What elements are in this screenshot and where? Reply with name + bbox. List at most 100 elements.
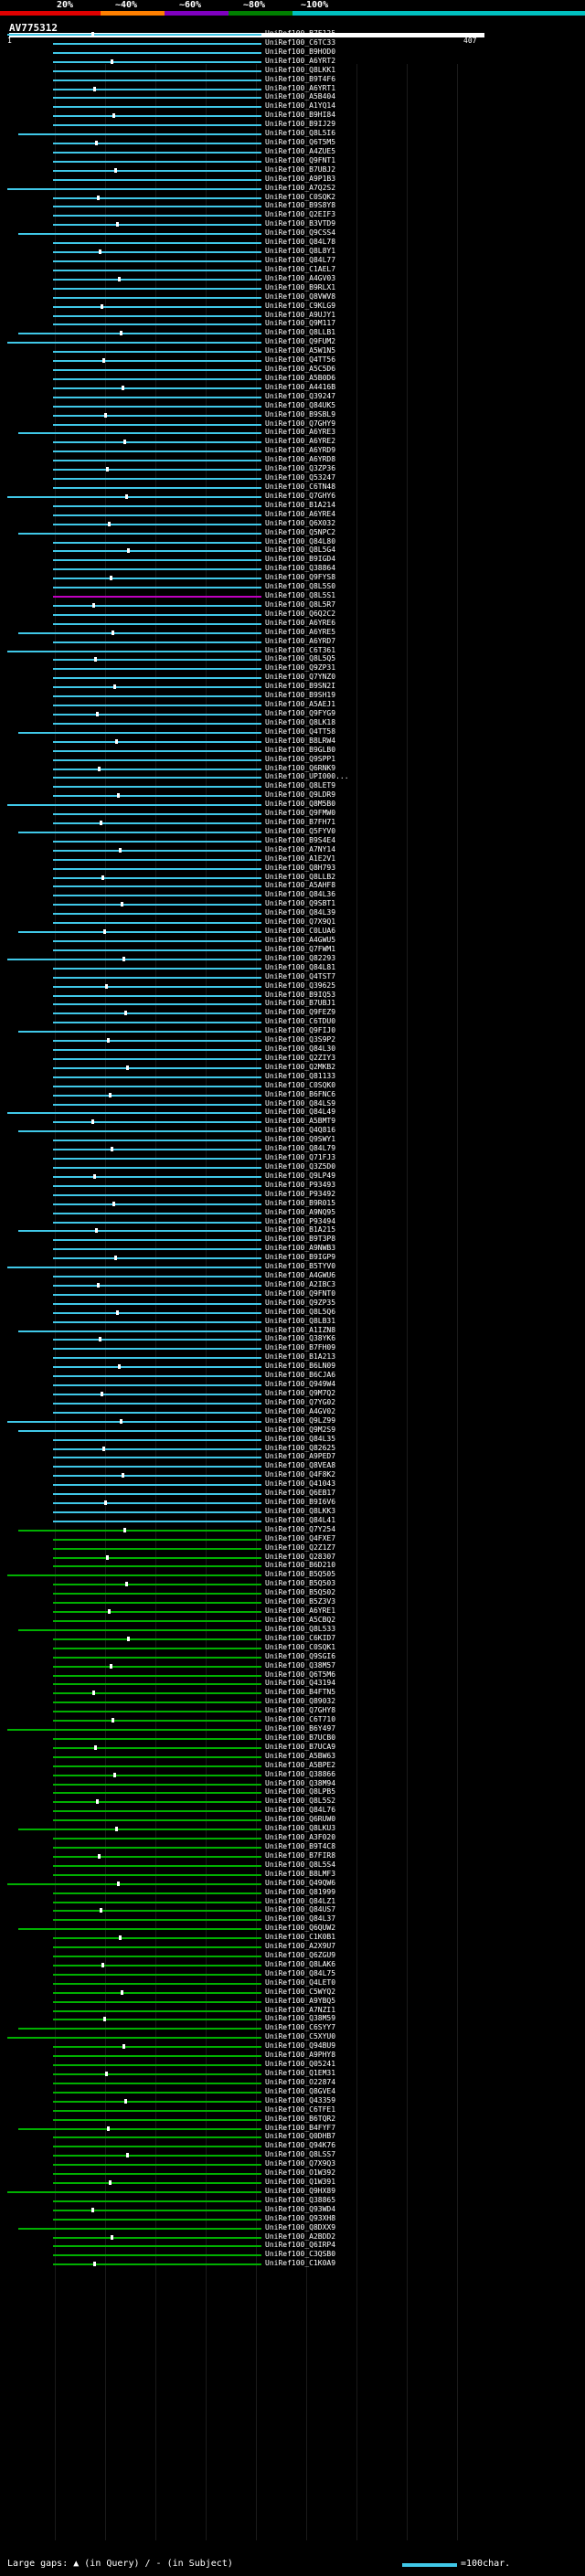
alignment-bar[interactable] [53,251,261,254]
alignment-bar[interactable] [53,1502,261,1505]
alignment-bar[interactable] [53,813,261,816]
hit-row[interactable]: UniRef100_C6T361 [0,646,585,655]
alignment-bar[interactable] [53,795,261,798]
hit-row[interactable]: UniRef100_Q8DXX9 [0,2223,585,2232]
hit-row[interactable]: UniRef100_Q6T5M5 [0,138,585,147]
hit-link[interactable]: UniRef100_B9S8Y8 [265,201,336,210]
hit-row[interactable]: UniRef100_C0SQK2 [0,193,585,202]
hit-row[interactable]: UniRef100_A6YRE3 [0,428,585,437]
hit-link[interactable]: UniRef100_Q9LP49 [265,1171,336,1180]
hit-link[interactable]: UniRef100_A9PHY8 [265,2051,336,2060]
hit-row[interactable]: UniRef100_A2X9U7 [0,1942,585,1951]
alignment-bar[interactable] [53,1556,261,1559]
alignment-bar[interactable] [53,1819,261,1822]
hit-link[interactable]: UniRef100_B7UBJ2 [265,164,336,174]
hit-link[interactable]: UniRef100_A4GWU6 [265,1271,336,1280]
alignment-bar[interactable] [53,1276,261,1278]
hit-link[interactable]: UniRef100_Q9FEZ9 [265,1008,336,1017]
alignment-bar[interactable] [53,1711,261,1713]
hit-row[interactable]: UniRef100_Q1W391 [0,2178,585,2187]
hit-row[interactable]: UniRef100_Q71FJ3 [0,1153,585,1162]
hit-link[interactable]: UniRef100_Q8L5I6 [265,129,336,138]
alignment-bar[interactable] [53,305,261,308]
hit-row[interactable]: UniRef100_B9I6V6 [0,1498,585,1507]
hit-link[interactable]: UniRef100_B5Q503 [265,1579,336,1588]
hit-link[interactable]: UniRef100_Q8LK18 [265,717,336,726]
alignment-bar[interactable] [53,1919,261,1922]
alignment-bar[interactable] [53,1964,261,1966]
alignment-bar[interactable] [53,2064,261,2067]
hit-row[interactable]: UniRef100_B7F125 [0,29,585,38]
hit-row[interactable]: UniRef100_A2BDD2 [0,2232,585,2242]
hit-row[interactable]: UniRef100_Q6X032 [0,519,585,528]
hit-link[interactable]: UniRef100_Q3ZP36 [265,464,336,473]
hit-link[interactable]: UniRef100_UPI000... [265,772,349,781]
alignment-bar[interactable] [53,1774,261,1776]
hit-row[interactable]: UniRef100_Q7X9Q3 [0,2159,585,2168]
hit-row[interactable]: UniRef100_Q43194 [0,1679,585,1688]
hit-link[interactable]: UniRef100_A1YQ14 [265,101,336,111]
alignment-bar[interactable] [53,79,261,81]
alignment-bar[interactable] [53,568,261,571]
alignment-bar[interactable] [53,1184,261,1187]
hit-link[interactable]: UniRef100_B9SH19 [265,691,336,700]
alignment-bar[interactable] [53,1847,261,1849]
alignment-bar[interactable] [53,1366,261,1369]
hit-link[interactable]: UniRef100_Q9M7Q2 [265,1389,336,1397]
hit-row[interactable]: UniRef100_Q8L5G4 [0,546,585,555]
hit-link[interactable]: UniRef100_Q8LET9 [265,781,336,790]
alignment-bar[interactable] [53,1384,261,1387]
hit-row[interactable]: UniRef100_C6KID7 [0,1634,585,1643]
hit-link[interactable]: UniRef100_Q8L5S2 [265,1797,336,1806]
hit-row[interactable]: UniRef100_B9T4C8 [0,1842,585,1851]
hit-link[interactable]: UniRef100_Q9M117 [265,319,336,328]
hit-link[interactable]: UniRef100_C0SQK1 [265,1642,336,1651]
hit-link[interactable]: UniRef100_Q9SGI6 [265,1651,336,1660]
alignment-bar[interactable] [53,2109,261,2112]
hit-row[interactable]: UniRef100_Q9CSS4 [0,228,585,238]
alignment-bar[interactable] [53,323,261,326]
hit-link[interactable]: UniRef100_Q2ZIY3 [265,1053,336,1062]
hit-row[interactable]: UniRef100_Q93XH8 [0,2214,585,2223]
hit-row[interactable]: UniRef100_Q8LKK3 [0,1507,585,1516]
hit-row[interactable]: UniRef100_Q6RNK9 [0,764,585,773]
hit-link[interactable]: UniRef100_Q8LKU3 [265,1824,336,1833]
hit-link[interactable]: UniRef100_B6D210 [265,1561,336,1570]
hit-link[interactable]: UniRef100_Q9CSS4 [265,228,336,238]
hit-link[interactable]: UniRef100_B4FYF7 [265,2123,336,2132]
alignment-bar[interactable] [53,613,261,616]
hit-row[interactable]: UniRef100_Q9SPP1 [0,755,585,764]
hit-link[interactable]: UniRef100_B5Q502 [265,1588,336,1597]
hit-row[interactable]: UniRef100_Q2MKB2 [0,1063,585,1072]
hit-link[interactable]: UniRef100_A5C5D6 [265,365,336,374]
hit-link[interactable]: UniRef100_Q8L5Q6 [265,1307,336,1316]
alignment-bar[interactable] [53,1057,261,1060]
alignment-bar[interactable] [53,1665,261,1668]
alignment-bar[interactable] [53,1755,261,1758]
hit-link[interactable]: UniRef100_B5TYV0 [265,1262,336,1271]
alignment-bar[interactable] [18,2028,261,2030]
hit-row[interactable]: UniRef100_A4GV02 [0,1407,585,1416]
hit-row[interactable]: UniRef100_B9R015 [0,1199,585,1208]
hit-row[interactable]: UniRef100_B8LMF3 [0,1870,585,1879]
alignment-bar[interactable] [7,650,261,652]
hit-row[interactable]: UniRef100_Q4TST7 [0,972,585,981]
alignment-bar[interactable] [18,2127,261,2130]
alignment-bar[interactable] [53,1311,261,1314]
hit-link[interactable]: UniRef100_Q9ZP35 [265,1298,336,1307]
hit-row[interactable]: UniRef100_Q7YG02 [0,1398,585,1407]
hit-row[interactable]: UniRef100_Q8L5Q5 [0,654,585,663]
alignment-bar[interactable] [53,1956,261,1958]
hit-link[interactable]: UniRef100_Q8GVE4 [265,2086,336,2095]
alignment-bar[interactable] [53,2245,261,2248]
hit-link[interactable]: UniRef100_Q8L5S4 [265,1860,336,1869]
hit-row[interactable]: UniRef100_B6Y497 [0,1724,585,1733]
hit-row[interactable]: UniRef100_B6FNC6 [0,1090,585,1099]
hit-link[interactable]: UniRef100_B9T4C8 [265,1842,336,1850]
hit-link[interactable]: UniRef100_Q41043 [265,1479,336,1489]
alignment-bar[interactable] [53,1175,261,1178]
hit-link[interactable]: UniRef100_B7UCB0 [265,1733,336,1742]
hit-link[interactable]: UniRef100_A5W1N5 [265,346,336,355]
hit-row[interactable]: UniRef100_B9T3P8 [0,1235,585,1244]
alignment-bar[interactable] [53,1402,261,1405]
